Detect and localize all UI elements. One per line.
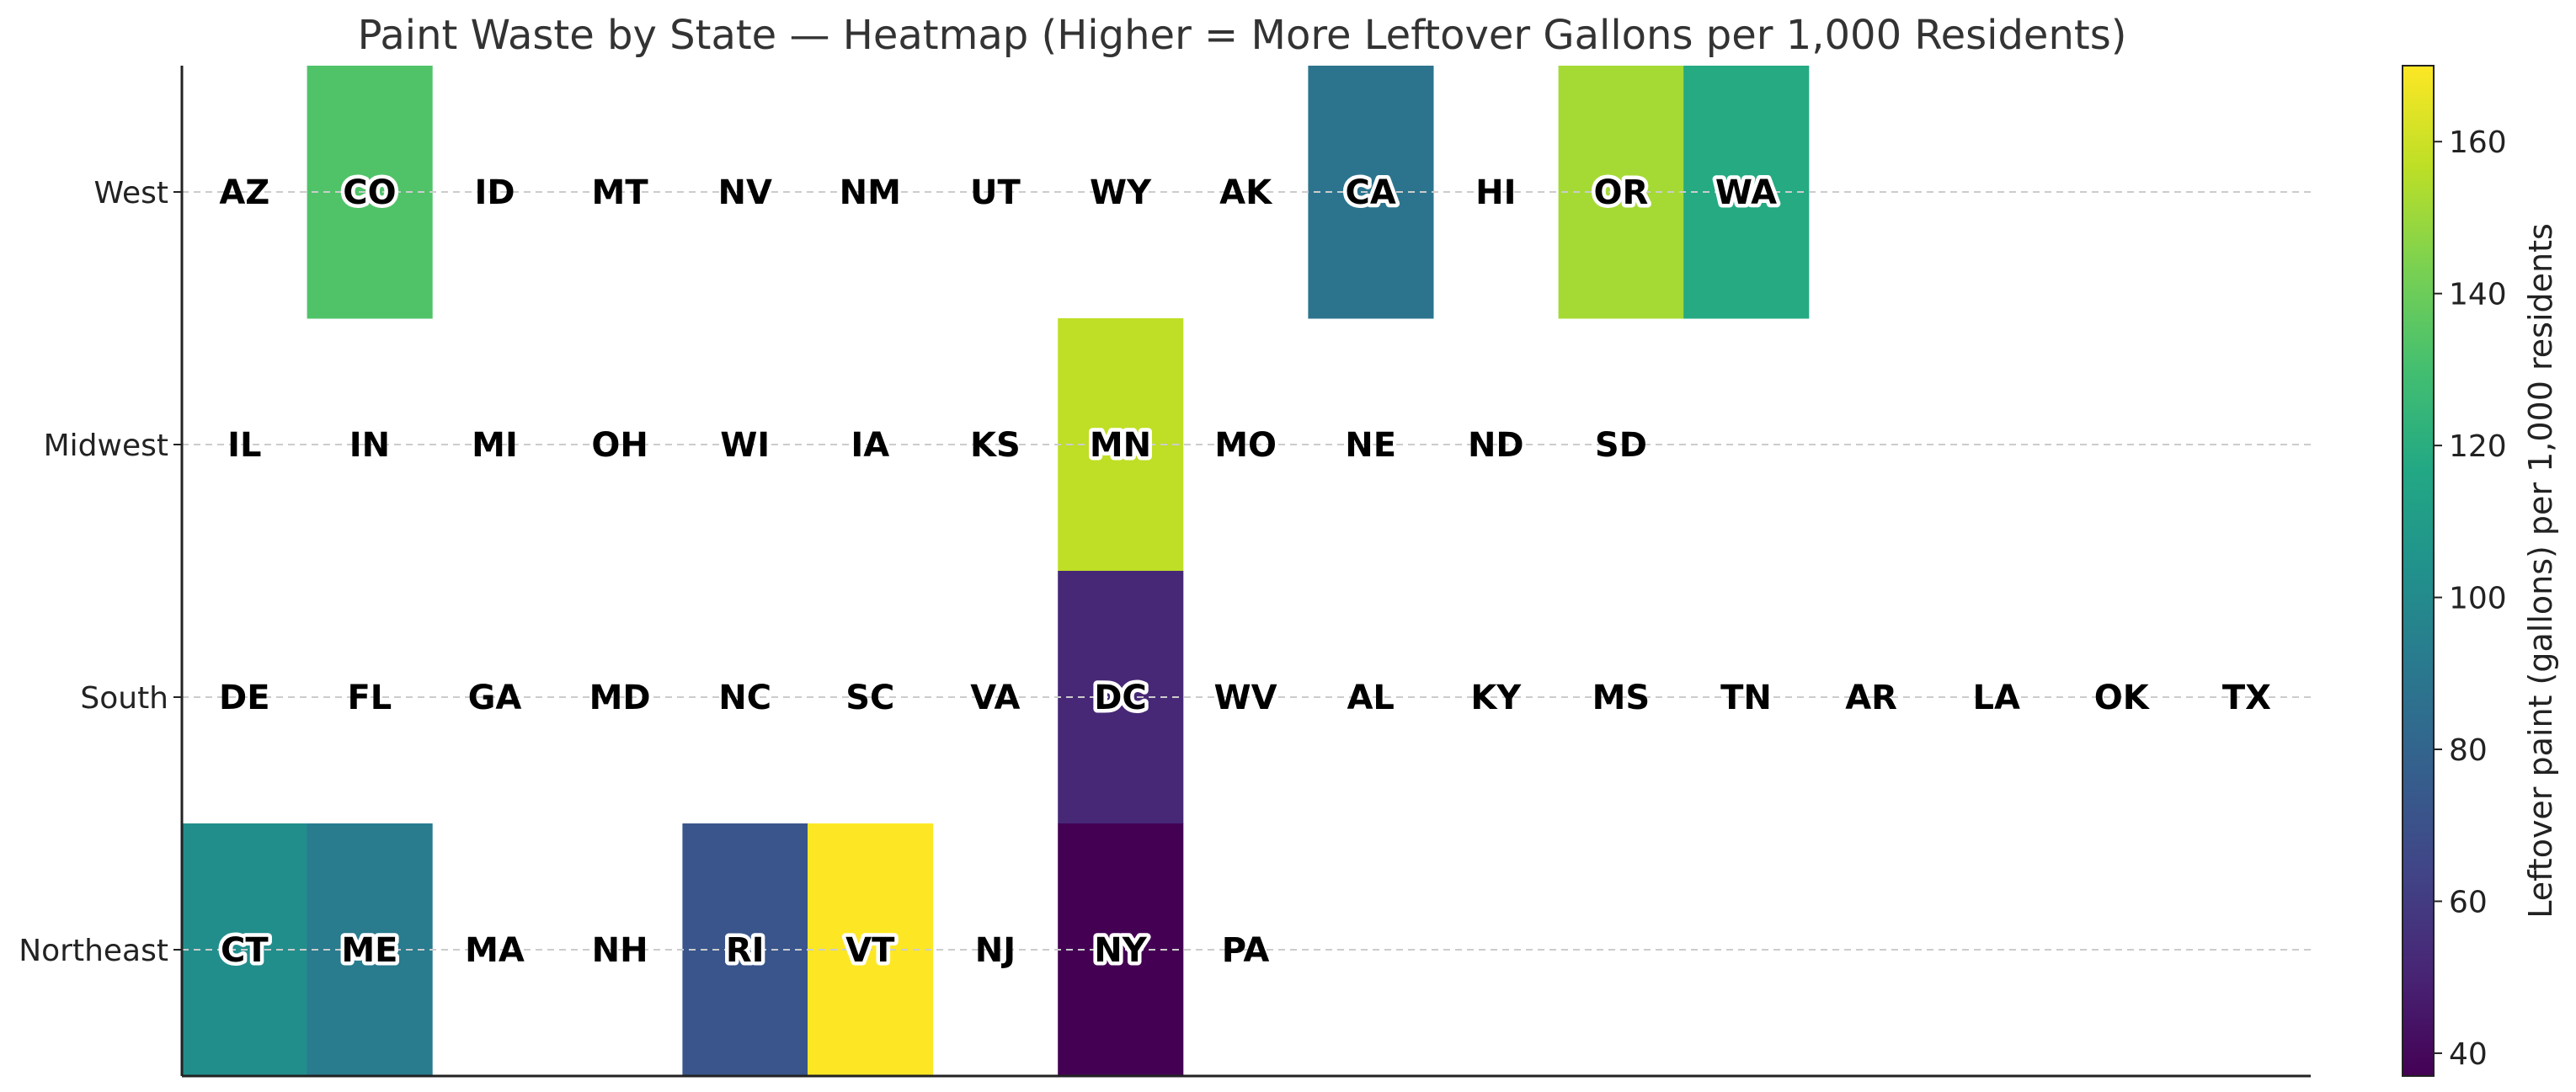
colorbar-scale xyxy=(2402,65,2435,1077)
state-label-nj: NJ xyxy=(975,931,1016,970)
state-label-sc: SC xyxy=(845,679,894,717)
state-label-tx: TX xyxy=(2222,679,2271,717)
state-label-mo: MO xyxy=(1214,426,1277,465)
state-label-ca: CA xyxy=(1346,173,1396,212)
state-label-ut: UT xyxy=(970,173,1021,212)
row-gridlines xyxy=(182,191,2311,951)
state-label-wv: WV xyxy=(1214,679,1277,717)
colorbar: 40 60 80 100 120 140 160 Leftover paint (gallon… xyxy=(2402,65,2559,1077)
state-label-nv: NV xyxy=(717,173,771,212)
state-label-de: DE xyxy=(219,679,270,717)
colorbar-tick-60: 60 xyxy=(2449,885,2488,919)
colorbar-tick-140: 140 xyxy=(2449,278,2507,312)
state-label-ny: NY xyxy=(1094,931,1147,970)
y-tick-label-northeast: Northeast xyxy=(19,934,168,968)
state-label-mn: MN xyxy=(1090,426,1151,465)
state-label-la: LA xyxy=(1972,679,2019,717)
state-label-ia: IA xyxy=(851,426,889,465)
state-label-md: MD xyxy=(589,679,651,717)
state-label-tn: TN xyxy=(1720,679,1772,717)
state-label-al: AL xyxy=(1347,679,1394,717)
colorbar-tick-160: 160 xyxy=(2449,125,2507,160)
state-label-ct: CT xyxy=(221,931,269,970)
state-label-hi: HI xyxy=(1475,173,1516,212)
state-label-ks: KS xyxy=(970,426,1021,465)
state-label-nc: NC xyxy=(718,679,771,717)
state-label-nd: ND xyxy=(1468,426,1524,465)
state-label-ga: GA xyxy=(468,679,522,717)
state-label-mi: MI xyxy=(472,426,518,465)
state-label-ar: AR xyxy=(1845,679,1897,717)
state-label-nm: NM xyxy=(840,173,901,212)
colorbar-tick-100: 100 xyxy=(2449,582,2507,616)
y-tick-label-south: South xyxy=(80,681,168,716)
y-tick-label-west: West xyxy=(93,176,168,210)
state-label-va: VA xyxy=(970,679,1020,717)
state-label-az: AZ xyxy=(219,173,269,212)
axes: West Midwest South Northeast xyxy=(19,66,2311,1078)
state-label-oh: OH xyxy=(591,426,648,465)
state-label-in: IN xyxy=(349,426,390,465)
state-label-wa: WA xyxy=(1715,173,1777,212)
state-label-me: ME xyxy=(341,931,397,970)
state-label-co: CO xyxy=(343,173,396,212)
state-label-vt: VT xyxy=(845,931,895,970)
state-label-pa: PA xyxy=(1222,931,1270,970)
state-label-ky: KY xyxy=(1470,679,1522,717)
heatmap-cells xyxy=(182,66,1810,1077)
state-label-il: IL xyxy=(227,426,261,465)
colorbar-tick-80: 80 xyxy=(2449,733,2488,768)
state-label-wi: WI xyxy=(720,426,770,465)
state-label-ak: AK xyxy=(1219,173,1273,212)
state-label-id: ID xyxy=(474,173,515,212)
chart-title: Paint Waste by State — Heatmap (Higher =… xyxy=(358,12,2127,59)
state-label-ma: MA xyxy=(465,931,525,970)
state-labels: AZ CO ID MT NV NM UT WY AK CA HI OR WA IL IN MI OH WI IA KS… xyxy=(216,170,2271,974)
state-label-ms: MS xyxy=(1592,679,1651,717)
state-label-or: OR xyxy=(1593,173,1648,212)
colorbar-label: Leftover paint (gallons) per 1,000 resid… xyxy=(2522,223,2559,919)
state-label-sd: SD xyxy=(1595,426,1647,465)
y-tick-label-midwest: Midwest xyxy=(44,429,168,463)
state-label-dc: DC xyxy=(1094,679,1147,717)
state-label-ok: OK xyxy=(2094,679,2151,717)
colorbar-tick-40: 40 xyxy=(2449,1037,2488,1072)
state-label-ne: NE xyxy=(1345,426,1396,465)
state-label-nh: NH xyxy=(592,931,648,970)
state-label-mt: MT xyxy=(592,173,649,212)
state-label-fl: FL xyxy=(347,679,392,717)
state-label-ri: RI xyxy=(726,931,765,970)
state-label-wy: WY xyxy=(1090,173,1152,212)
colorbar-tick-120: 120 xyxy=(2449,429,2507,464)
